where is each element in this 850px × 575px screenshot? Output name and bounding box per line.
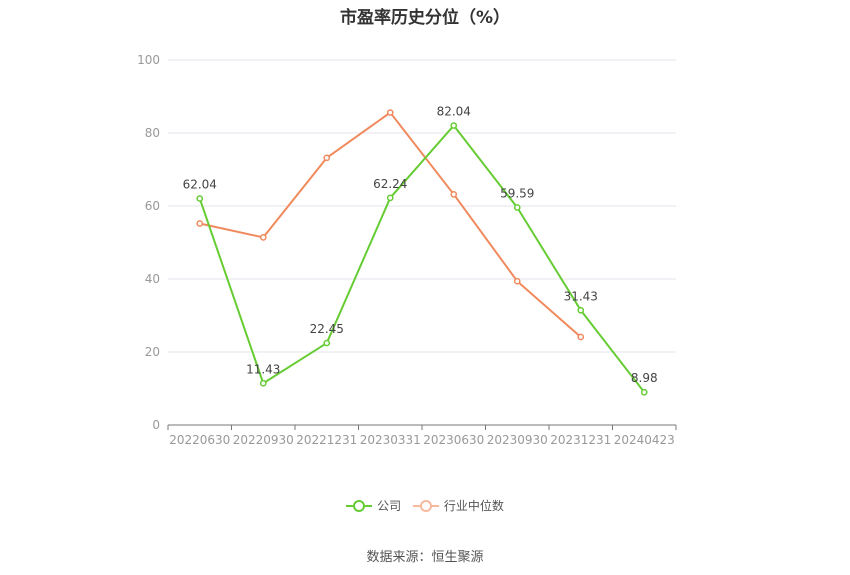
data-label: 31.43 bbox=[564, 289, 598, 303]
data-point-company bbox=[386, 194, 394, 202]
data-point-industry bbox=[386, 109, 394, 116]
data-label: 11.43 bbox=[246, 362, 280, 376]
x-tick-label: 20240423 bbox=[614, 433, 675, 447]
data-point-industry bbox=[513, 277, 521, 285]
data-label: 8.98 bbox=[631, 371, 658, 385]
data-point-industry bbox=[323, 154, 331, 162]
data-point-industry bbox=[577, 333, 585, 341]
data-label: 22.45 bbox=[310, 322, 344, 336]
x-tick-label: 20230930 bbox=[487, 433, 548, 447]
y-tick-label: 100 bbox=[137, 53, 160, 67]
data-point-company bbox=[640, 388, 648, 396]
series-lines bbox=[196, 109, 648, 396]
data-point-company bbox=[450, 122, 458, 129]
series-line-company bbox=[198, 124, 646, 393]
legend-item-industry[interactable]: 行业中位数 bbox=[412, 497, 504, 514]
data-point-company bbox=[323, 339, 331, 347]
grid-lines bbox=[168, 59, 676, 353]
data-point-company bbox=[196, 195, 204, 202]
x-tick-label: 20221231 bbox=[296, 433, 357, 447]
y-tick-label: 60 bbox=[145, 199, 160, 213]
data-source: 数据来源：恒生聚源 bbox=[366, 550, 484, 565]
data-label: 82.04 bbox=[437, 105, 471, 119]
data-label: 59.59 bbox=[500, 186, 534, 200]
x-tick-label: 20220930 bbox=[233, 433, 294, 447]
x-tick-label: 20220630 bbox=[169, 433, 230, 447]
data-point-company bbox=[259, 379, 267, 387]
data-label: 62.24 bbox=[373, 177, 407, 191]
y-tick-label: 20 bbox=[145, 345, 160, 359]
legend-industry-swatch-icon bbox=[412, 499, 439, 512]
data-point-industry bbox=[450, 190, 458, 198]
legend-label-company: 公司 bbox=[377, 499, 402, 513]
data-point-company bbox=[513, 204, 521, 211]
legend-label-industry: 行业中位数 bbox=[443, 499, 504, 513]
y-tick-label: 0 bbox=[152, 418, 160, 432]
chart-title: 市盈率历史分位（%） bbox=[339, 8, 511, 28]
data-point-company bbox=[577, 306, 585, 314]
x-tick-label: 20230331 bbox=[360, 433, 421, 447]
data-label: 62.04 bbox=[183, 178, 217, 192]
data-point-industry bbox=[196, 220, 204, 227]
legend-company-swatch-icon bbox=[346, 499, 373, 512]
series-line-industry bbox=[199, 111, 582, 338]
legend: 公司 行业中位数 bbox=[0, 497, 850, 515]
y-tick-label: 80 bbox=[145, 126, 160, 140]
data-point-industry bbox=[259, 234, 267, 241]
y-tick-label: 40 bbox=[145, 272, 160, 286]
data-labels: 62.04 11.43 22.45 62.24 82.04 59.59 31.43 8.98 bbox=[183, 105, 658, 386]
legend-item-company[interactable]: 公司 bbox=[346, 497, 401, 514]
x-tick-label: 20231231 bbox=[550, 433, 611, 447]
x-tick-label: 20230630 bbox=[423, 433, 484, 447]
